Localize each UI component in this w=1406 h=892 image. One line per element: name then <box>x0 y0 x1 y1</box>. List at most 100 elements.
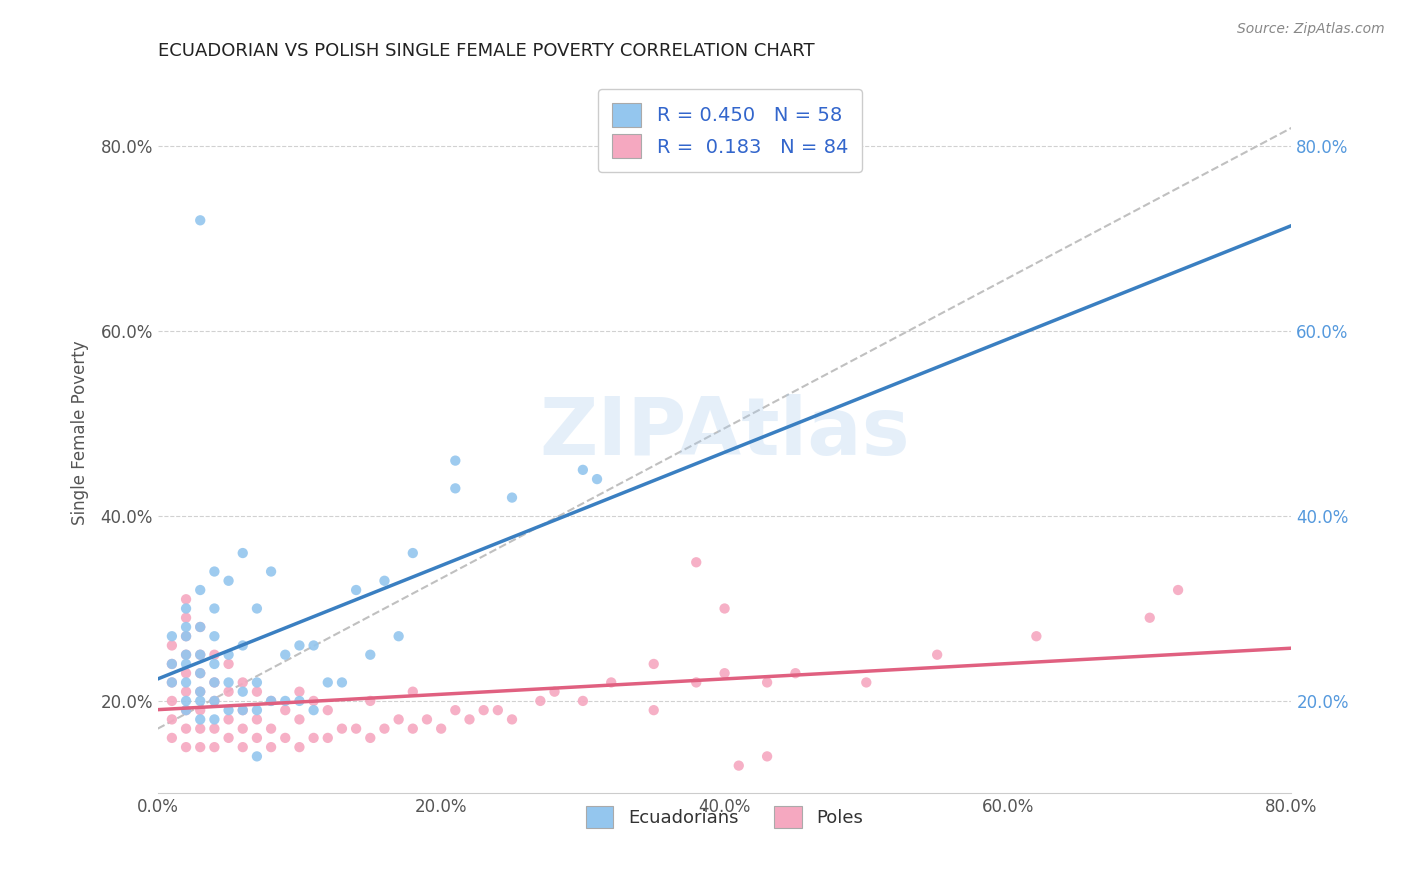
Text: ZIPAtlas: ZIPAtlas <box>540 394 910 472</box>
Point <box>246 601 269 615</box>
Point <box>373 574 395 588</box>
Point <box>218 684 240 698</box>
Point <box>316 703 339 717</box>
Point <box>160 731 183 745</box>
Point <box>643 703 665 717</box>
Point <box>402 546 425 560</box>
Point <box>402 684 425 698</box>
Point <box>202 694 225 708</box>
Point <box>388 713 411 727</box>
Point <box>373 722 395 736</box>
Point <box>174 629 197 643</box>
Point <box>586 472 609 486</box>
Point <box>188 713 211 727</box>
Point <box>416 713 439 727</box>
Point <box>855 675 877 690</box>
Point <box>218 703 240 717</box>
Point <box>302 639 325 653</box>
Point <box>260 694 283 708</box>
Point <box>246 713 269 727</box>
Point <box>359 648 381 662</box>
Point <box>1025 629 1047 643</box>
Point <box>288 684 311 698</box>
Point <box>218 713 240 727</box>
Point <box>572 694 595 708</box>
Point <box>188 740 211 755</box>
Point <box>260 722 283 736</box>
Point <box>274 694 297 708</box>
Point <box>174 648 197 662</box>
Point <box>1139 611 1161 625</box>
Point <box>174 694 197 708</box>
Point <box>388 629 411 643</box>
Point <box>174 657 197 671</box>
Point <box>160 657 183 671</box>
Point <box>218 731 240 745</box>
Point <box>232 722 254 736</box>
Point <box>202 601 225 615</box>
Point <box>174 703 197 717</box>
Point <box>685 675 707 690</box>
Point <box>302 731 325 745</box>
Point <box>274 648 297 662</box>
Point <box>188 684 211 698</box>
Point <box>529 694 551 708</box>
Point <box>232 546 254 560</box>
Point <box>188 620 211 634</box>
Point <box>246 731 269 745</box>
Point <box>174 740 197 755</box>
Point <box>430 722 453 736</box>
Point <box>246 684 269 698</box>
Point <box>288 740 311 755</box>
Point <box>174 703 197 717</box>
Point <box>188 648 211 662</box>
Point <box>302 694 325 708</box>
Point <box>202 740 225 755</box>
Point <box>160 675 183 690</box>
Text: ECUADORIAN VS POLISH SINGLE FEMALE POVERTY CORRELATION CHART: ECUADORIAN VS POLISH SINGLE FEMALE POVER… <box>157 42 814 60</box>
Point <box>218 574 240 588</box>
Point <box>330 722 353 736</box>
Legend: Ecuadorians, Poles: Ecuadorians, Poles <box>579 798 870 835</box>
Point <box>288 694 311 708</box>
Point <box>188 666 211 681</box>
Point <box>174 629 197 643</box>
Y-axis label: Single Female Poverty: Single Female Poverty <box>72 341 89 525</box>
Point <box>543 684 565 698</box>
Point <box>501 491 523 505</box>
Point <box>713 601 735 615</box>
Point <box>246 703 269 717</box>
Point <box>359 731 381 745</box>
Point <box>260 694 283 708</box>
Point <box>160 694 183 708</box>
Point <box>402 722 425 736</box>
Point <box>458 713 481 727</box>
Point <box>188 703 211 717</box>
Point <box>572 463 595 477</box>
Point <box>302 703 325 717</box>
Point <box>202 675 225 690</box>
Point <box>260 565 283 579</box>
Point <box>246 749 269 764</box>
Point <box>188 722 211 736</box>
Point <box>685 555 707 569</box>
Point <box>232 639 254 653</box>
Point <box>444 481 467 495</box>
Point <box>1167 582 1189 597</box>
Point <box>202 648 225 662</box>
Point <box>174 648 197 662</box>
Point <box>486 703 509 717</box>
Point <box>246 675 269 690</box>
Point <box>218 657 240 671</box>
Point <box>288 639 311 653</box>
Point <box>274 731 297 745</box>
Point <box>188 694 211 708</box>
Point <box>727 758 749 772</box>
Point <box>202 675 225 690</box>
Point <box>359 694 381 708</box>
Point <box>160 639 183 653</box>
Point <box>174 722 197 736</box>
Point <box>188 648 211 662</box>
Point <box>202 722 225 736</box>
Point <box>174 675 197 690</box>
